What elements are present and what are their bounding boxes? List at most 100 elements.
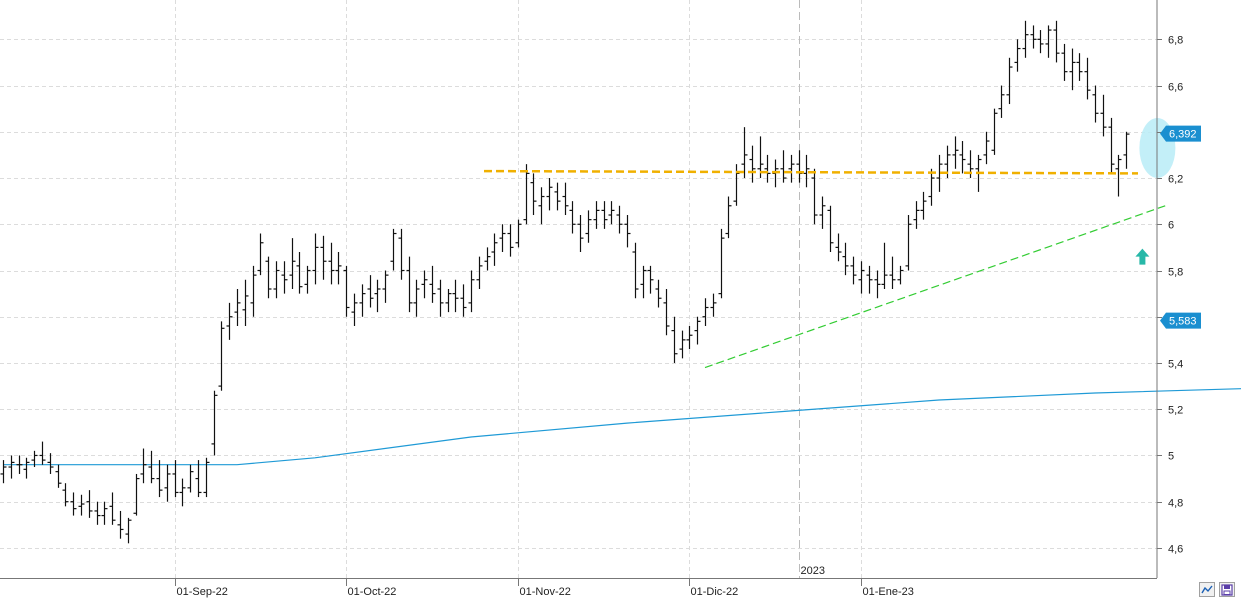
price-badge: 6,392 [1160,125,1201,142]
x-tick-label: 01-Ene-23 [863,586,914,598]
ohlc-bar [835,233,842,262]
ohlc-bar [983,131,990,165]
ohlc-bar [874,270,881,299]
ohlc-bar [226,302,233,340]
ohlc-bar [920,191,927,220]
ohlc-bar [125,517,132,544]
resistance-line [483,169,1139,175]
ohlc-bar [858,261,865,294]
chart-overlays-front [483,169,1166,369]
ohlc-bar [374,279,381,313]
y-tick-label: 6,6 [1168,82,1183,94]
ohlc-bar [842,242,849,276]
y-tick-label: 5,4 [1168,359,1183,371]
ohlc-bar [554,182,561,211]
save-button[interactable] [1219,582,1235,597]
ohlc-bar [1053,20,1060,63]
ohlc-bar [515,219,522,248]
ohlc-bar [1100,94,1107,137]
ohlc-bar [16,455,23,474]
ohlc-bar [741,127,748,179]
ohlc-bar [367,275,374,308]
ohlc-bar [850,256,857,285]
ohlc-bar [772,159,779,188]
ohlc-bar [1061,43,1068,81]
ohlc-bar [242,279,249,326]
ohlc-bar [109,492,116,525]
ohlc-bar [164,464,171,502]
ohlc-bar [452,279,459,313]
x-tick-label: 01-Oct-22 [348,586,397,598]
ohlc-bar [86,490,93,518]
ohlc-bar [320,235,327,280]
ohlc-bar [0,460,7,484]
ohlc-bar [78,494,85,516]
ohlc-bar [437,279,444,317]
y-tick-label: 6,2 [1168,174,1183,186]
ohlc-bar [413,279,420,317]
ohlc-bar [172,460,179,498]
ohlc-bar [866,265,873,294]
floppy-disk-icon [1221,583,1233,596]
ohlc-bar [390,228,397,271]
ohlc-bar [406,256,413,313]
ohlc-bar [55,464,62,488]
ohlc-bar [351,293,358,326]
moving-average-line [3,388,1241,466]
ohlc-bar [702,298,709,326]
ohlc-bar [694,316,701,345]
ohlc-bar [39,441,46,465]
ohlc-bar [819,196,826,229]
ohlc-bar [265,256,272,299]
ohlc-bar [335,252,342,285]
ohlc-bar [593,201,600,229]
ohlc-bar [811,168,818,225]
ohlc-bar [491,233,498,266]
ohlc-bar [1037,30,1044,54]
zoom-fit-button[interactable] [1199,582,1215,597]
ohlc-bar [1084,57,1091,100]
ohlc-bar [250,265,257,317]
ohlc-bar [1022,20,1029,58]
ohlc-bar [663,289,670,336]
ohlc-bar [686,325,693,350]
ohlc-bar [156,460,163,498]
y-tick-label: 4,8 [1168,498,1183,510]
y-tick-label: 4,6 [1168,544,1183,556]
ohlc-bar [1123,131,1130,169]
ohlc-bar [62,483,69,507]
y-tick-label: 6 [1168,220,1174,232]
ohlc-bar [101,501,108,525]
ohlc-bar [468,270,475,313]
price-badges: 6,392 5,583 [1160,125,1201,329]
ohlc-bar [959,141,966,174]
ohlc-bar [140,448,147,484]
ohlc-bar [312,233,319,285]
ohlc-bar [296,252,303,294]
ohlc-bar [952,136,959,169]
price-badge-shape [1160,312,1201,329]
ohlc-bar [827,205,834,253]
ohlc-bar [273,261,280,299]
price-badge-label: 6,392 [1169,129,1197,141]
y-tick-label: 5,2 [1168,405,1183,417]
price-badge-label: 5,583 [1169,316,1197,328]
ohlc-bar [562,182,569,216]
ohlc-bar [117,510,124,539]
ohlc-bar [23,457,30,479]
ohlc-bar [382,270,389,303]
support-trendline [704,205,1166,369]
ohlc-bar [936,154,943,192]
ohlc-bar [179,478,186,507]
ohlc-bar [31,450,38,468]
ohlc-bar [484,247,491,271]
y-tick-label: 5 [1168,451,1174,463]
ohlc-bar [1014,39,1021,72]
ohlc-bar [203,457,210,498]
y-tick-label: 6,8 [1168,35,1183,47]
ohlc-bar [998,85,1005,118]
ohlc-bar [788,154,795,183]
ohlc-bar [47,453,54,474]
ohlc-bar [211,390,218,456]
